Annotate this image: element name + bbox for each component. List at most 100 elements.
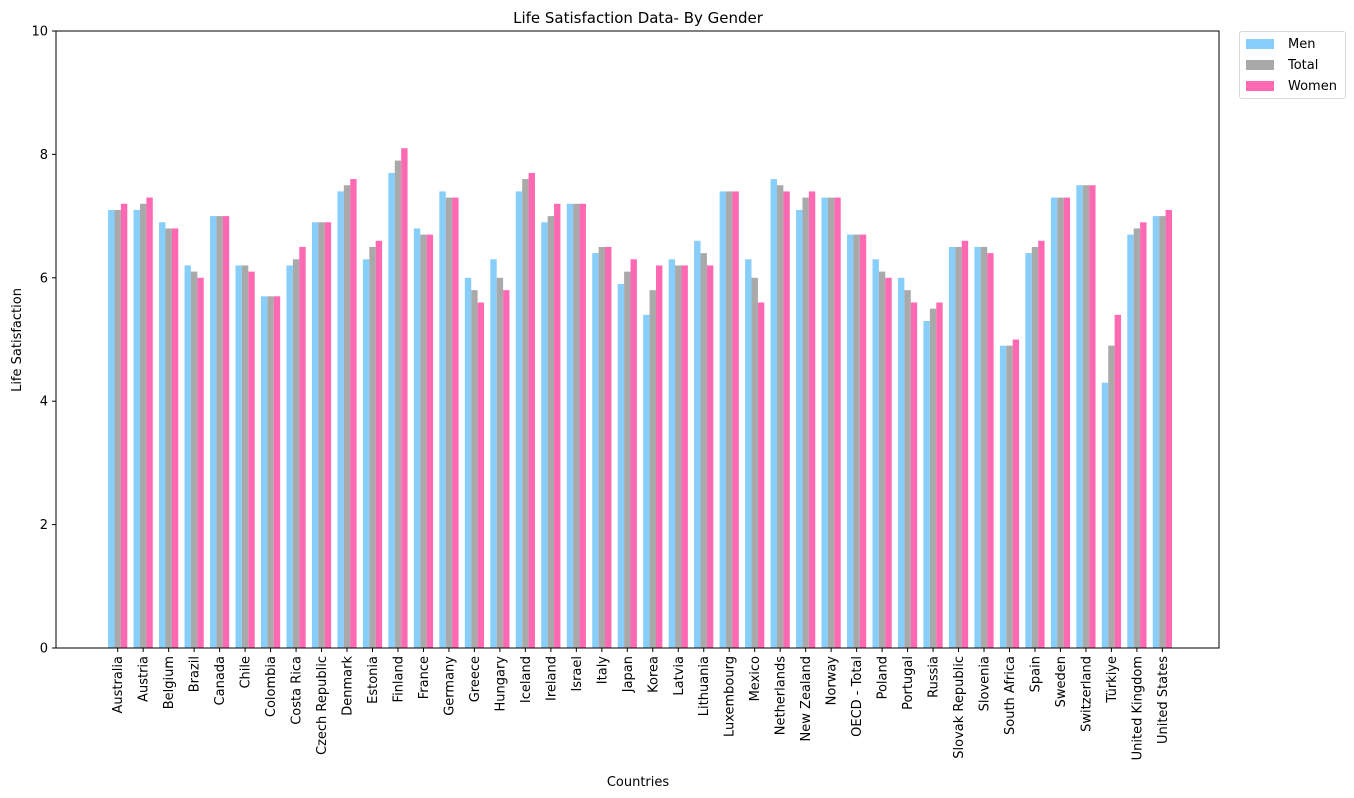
bar-men-colombia: [260, 296, 268, 648]
bar-total-russia: [929, 308, 937, 648]
bar-total-italy: [598, 246, 606, 648]
bar-men-finland: [388, 172, 395, 648]
bar-men-mexico: [745, 259, 752, 648]
x-tick-label-russia: Russia: [927, 656, 942, 698]
bar-men-belgium: [159, 222, 166, 648]
x-tick-label-denmark: Denmark: [341, 656, 356, 716]
y-tick-label: 8: [40, 148, 48, 163]
x-tick-label-united-kingdom: United Kingdom: [1130, 656, 1145, 760]
bar-total-chile: [241, 265, 249, 648]
bar-total-netherlands: [776, 185, 784, 648]
bar-men-russia: [923, 320, 930, 648]
x-tick-label-canada: Canada: [213, 656, 228, 705]
bar-men-costa-rica: [286, 265, 293, 648]
x-tick-label-slovenia: Slovenia: [978, 656, 993, 711]
bar-men-south-africa: [999, 345, 1007, 648]
bar-total-korea: [649, 290, 656, 648]
x-tick-label-poland: Poland: [876, 656, 891, 699]
bars-layer: [108, 148, 1172, 649]
bar-total-israel: [573, 203, 580, 648]
x-axis-label: Countries: [607, 775, 670, 790]
bar-women-russia: [936, 302, 943, 648]
bar-men-israel: [566, 203, 574, 648]
bar-men-greece: [464, 277, 472, 648]
legend-label-men: Men: [1288, 36, 1316, 52]
bar-men-france: [413, 228, 421, 648]
legend-swatch-women: [1246, 81, 1274, 91]
bar-total-united-kingdom: [1133, 228, 1141, 648]
y-tick-label: 2: [40, 518, 48, 533]
x-tick-label-luxembourg: Luxembourg: [723, 656, 738, 737]
bar-women-netherlands: [783, 191, 790, 649]
x-tick-label-australia: Australia: [111, 656, 126, 714]
x-tick-label-japan: Japan: [621, 656, 636, 693]
bar-total-lithuania: [700, 253, 707, 648]
x-tick-label-norway: Norway: [825, 656, 840, 706]
bar-women-mexico: [757, 302, 765, 648]
bar-women-ireland: [554, 203, 561, 648]
plot-frame: [55, 30, 1220, 649]
bar-total-switzerland: [1082, 185, 1090, 648]
x-tick-label-chile: Chile: [239, 656, 254, 689]
bar-women-t-rkiye: [1114, 314, 1122, 648]
bar-men-canada: [210, 216, 217, 648]
x-tick-label-spain: Spain: [1028, 656, 1043, 692]
x-tick-label-brazil: Brazil: [188, 656, 203, 692]
chart-title: Life Satisfaction Data- By Gender: [513, 9, 764, 27]
x-tick-label-lithuania: Lithuania: [697, 656, 712, 716]
bar-women-luxembourg: [732, 191, 739, 649]
bar-total-colombia: [267, 296, 274, 648]
bar-total-estonia: [369, 246, 376, 648]
x-tick-label-latvia: Latvia: [672, 656, 687, 696]
bar-total-canada: [216, 216, 223, 648]
bar-women-norway: [834, 197, 841, 648]
bar-total-portugal: [904, 290, 911, 648]
x-tick-label-italy: Italy: [595, 656, 610, 685]
bar-men-luxembourg: [719, 191, 727, 649]
bar-men-italy: [592, 253, 599, 648]
bar-women-new-zealand: [808, 191, 816, 649]
bar-men-united-states: [1152, 216, 1160, 648]
bar-men-sweden: [1050, 197, 1058, 648]
bar-women-czech-republic: [324, 222, 332, 648]
bar-women-south-africa: [1012, 339, 1020, 648]
bar-women-japan: [630, 259, 637, 648]
x-tick-label-sweden: Sweden: [1054, 656, 1069, 707]
legend-label-women: Women: [1288, 78, 1337, 94]
bar-total-iceland: [522, 179, 529, 648]
bar-total-new-zealand: [802, 197, 809, 648]
bar-total-norway: [827, 197, 835, 648]
bar-men-lithuania: [694, 240, 701, 648]
bar-women-sweden: [1063, 197, 1071, 648]
legend-item-total: Total: [1246, 57, 1318, 73]
y-tick-label: 10: [31, 25, 48, 40]
bar-women-australia: [120, 203, 128, 648]
bar-women-slovak-republic: [961, 240, 969, 648]
bar-total-germany: [445, 197, 453, 648]
bar-women-germany: [452, 197, 459, 648]
bar-women-united-kingdom: [1140, 222, 1147, 648]
bar-women-portugal: [910, 302, 918, 648]
bar-women-korea: [655, 265, 663, 648]
bar-women-canada: [222, 216, 230, 648]
bar-total-slovak-republic: [955, 246, 962, 648]
x-tick-label-new-zealand: New Zealand: [799, 656, 814, 741]
bar-men-denmark: [337, 191, 344, 649]
bar-women-finland: [401, 148, 408, 649]
bar-women-hungary: [503, 290, 510, 648]
bar-women-estonia: [375, 240, 383, 648]
bar-men-new-zealand: [796, 209, 803, 648]
bar-total-costa-rica: [292, 259, 300, 648]
bar-women-greece: [477, 302, 485, 648]
bar-women-costa-rica: [299, 246, 306, 648]
bar-total-t-rkiye: [1108, 345, 1115, 648]
bar-total-south-africa: [1006, 345, 1013, 648]
bar-men-switzerland: [1076, 185, 1083, 648]
bar-women-brazil: [197, 277, 204, 648]
bar-women-denmark: [350, 179, 357, 648]
x-tick-label-costa-rica: Costa Rica: [290, 656, 305, 725]
x-tick-label-united-states: United States: [1156, 656, 1171, 744]
bar-men-korea: [643, 314, 650, 648]
x-tick-label-france: France: [417, 656, 432, 699]
